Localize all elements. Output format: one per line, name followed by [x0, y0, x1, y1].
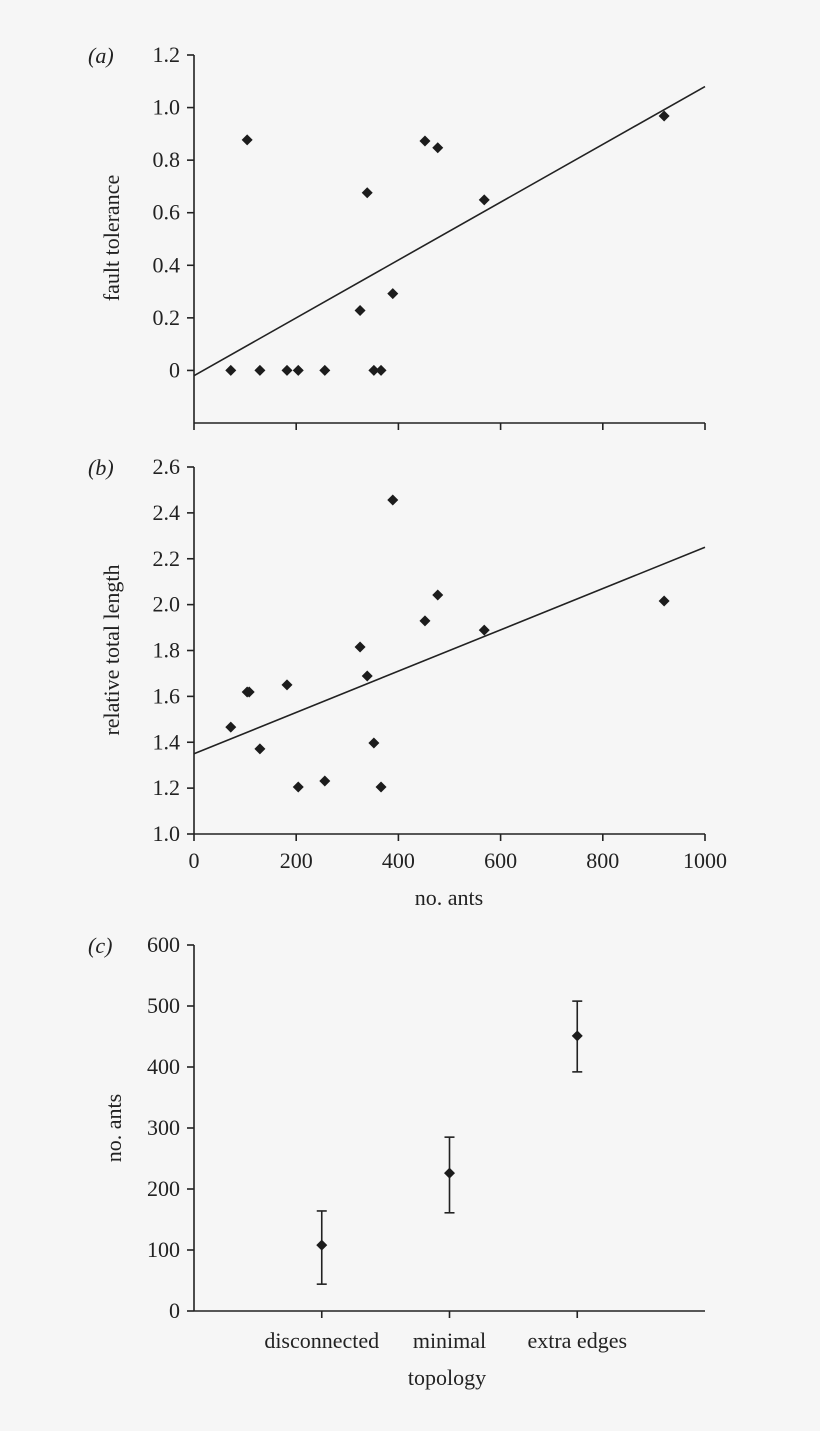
y-tick-label: 0.2	[153, 305, 181, 330]
x-tick-label: 0	[189, 848, 200, 873]
panel-c: (c) no. ants topology 0 100 200 300 400 500 60…	[88, 932, 705, 1390]
y-tick-label: 0.6	[153, 200, 181, 225]
data-point	[419, 615, 431, 627]
x-tick-label: 1000	[683, 848, 727, 873]
x-tick-label: 800	[586, 848, 619, 873]
x-tick-label: 400	[382, 848, 415, 873]
data-point	[478, 194, 490, 206]
data-point	[478, 624, 490, 636]
data-point	[292, 364, 304, 376]
data-point	[281, 364, 293, 376]
y-tick-label: 1.2	[153, 775, 181, 800]
data-point	[319, 775, 331, 787]
data-point	[361, 670, 373, 682]
data-point	[368, 364, 380, 376]
y-tick-label: 0	[169, 357, 180, 382]
y-tick-label: 500	[147, 993, 180, 1018]
mean-point	[444, 1167, 455, 1179]
x-tick-label: 200	[280, 848, 313, 873]
x-tick-label: disconnected	[264, 1328, 379, 1353]
panel-c-label: (c)	[88, 933, 112, 958]
x-tick-label: extra edges	[527, 1328, 627, 1353]
data-point	[225, 721, 237, 733]
data-point	[281, 679, 293, 691]
panel-a-ylabel: fault tolerance	[99, 175, 124, 301]
data-point	[225, 364, 237, 376]
trendline	[193, 85, 706, 377]
data-point	[375, 781, 387, 793]
y-tick-label: 100	[147, 1237, 180, 1262]
panel-b-ylabel: relative total length	[99, 564, 124, 735]
data-point	[387, 494, 399, 506]
y-tick-label: 2.0	[153, 592, 181, 617]
y-tick-label: 600	[147, 932, 180, 957]
data-point	[361, 187, 373, 199]
y-tick-label: 0.4	[153, 252, 181, 277]
y-tick-label: 1.0	[153, 95, 181, 120]
mean-point	[571, 1030, 583, 1042]
panel-a: (a) fault tolerance 0 0.2 0.4 0.6 0.8 1.0 1.2	[88, 42, 706, 430]
x-tick-label: minimal	[413, 1328, 486, 1353]
y-tick-label: 2.6	[153, 454, 181, 479]
panel-a-label: (a)	[88, 43, 114, 68]
data-point	[319, 364, 331, 376]
y-tick-label: 1.0	[153, 821, 181, 846]
data-point	[243, 686, 255, 698]
panel-b: (b) relative total length no. ants 1.0 1.…	[88, 454, 727, 910]
data-point	[354, 304, 366, 316]
data-point	[375, 364, 387, 376]
mean-point	[316, 1239, 328, 1251]
y-tick-label: 200	[147, 1176, 180, 1201]
data-point	[432, 142, 444, 154]
y-tick-label: 1.4	[153, 729, 181, 754]
y-tick-label: 0.8	[153, 147, 181, 172]
data-point	[354, 641, 366, 653]
y-tick-label: 1.2	[153, 42, 181, 67]
y-tick-label: 0	[169, 1298, 180, 1323]
y-tick-label: 1.6	[153, 683, 181, 708]
x-tick-label: 600	[484, 848, 517, 873]
data-point	[658, 110, 670, 122]
panel-b-xlabel: no. ants	[415, 885, 483, 910]
y-tick-label: 1.8	[153, 638, 181, 663]
data-point	[254, 364, 266, 376]
data-point	[658, 595, 670, 607]
data-point	[419, 135, 431, 147]
data-point	[387, 288, 399, 300]
y-tick-label: 400	[147, 1054, 180, 1079]
trendline	[193, 546, 706, 755]
data-point	[241, 134, 253, 146]
data-point	[368, 737, 380, 749]
panel-b-label: (b)	[88, 455, 114, 480]
data-point	[432, 589, 444, 601]
y-tick-label: 2.2	[153, 546, 181, 571]
y-tick-label: 300	[147, 1115, 180, 1140]
panel-c-ylabel: no. ants	[101, 1094, 126, 1162]
y-tick-label: 2.4	[153, 500, 181, 525]
data-point	[292, 781, 304, 793]
data-point	[254, 743, 266, 755]
panel-c-xlabel: topology	[408, 1365, 486, 1390]
